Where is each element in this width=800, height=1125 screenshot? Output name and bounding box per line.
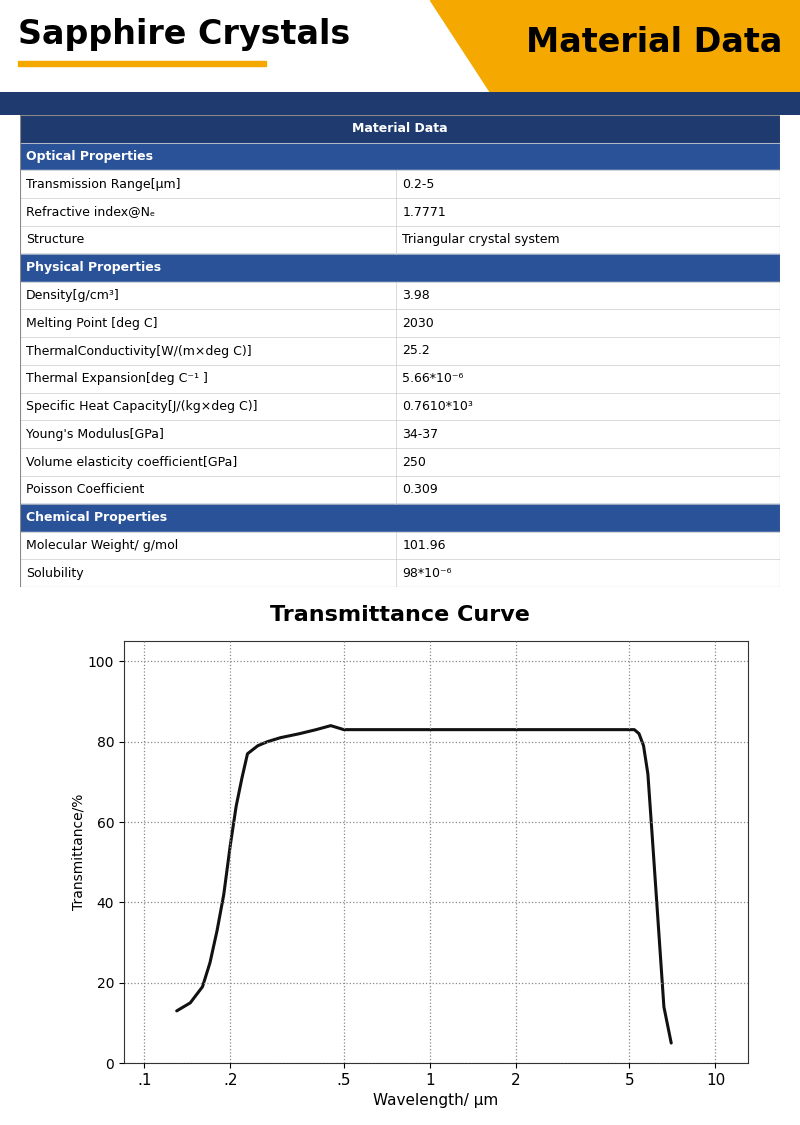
Text: Chemical Properties: Chemical Properties (26, 511, 167, 524)
Bar (20, 448, 780, 476)
Bar (20, 281, 780, 309)
Text: Density[g/cm³]: Density[g/cm³] (26, 289, 120, 302)
Bar (20, 309, 780, 337)
Y-axis label: Transmittance/%: Transmittance/% (71, 794, 85, 910)
Text: Specific Heat Capacity[J/(kg×deg C)]: Specific Heat Capacity[J/(kg×deg C)] (26, 400, 258, 413)
X-axis label: Wavelength/ μm: Wavelength/ μm (374, 1094, 498, 1108)
Text: 0.2-5: 0.2-5 (402, 178, 434, 191)
Bar (20, 115, 780, 143)
Text: Optical Properties: Optical Properties (26, 150, 153, 163)
Text: Triangular crystal system: Triangular crystal system (402, 233, 560, 246)
Bar (20, 559, 780, 587)
Text: Poisson Coefficient: Poisson Coefficient (26, 484, 144, 496)
Bar (20, 198, 780, 226)
Text: 2030: 2030 (402, 317, 434, 330)
Text: Solubility: Solubility (26, 567, 84, 579)
Text: Melting Point [deg C]: Melting Point [deg C] (26, 317, 158, 330)
Bar (20, 143, 780, 170)
Text: 250: 250 (402, 456, 426, 469)
Text: 98*10⁻⁶: 98*10⁻⁶ (402, 567, 452, 579)
Text: 34-37: 34-37 (402, 428, 438, 441)
Text: 5.66*10⁻⁶: 5.66*10⁻⁶ (402, 372, 464, 385)
Text: Structure: Structure (26, 233, 84, 246)
Bar (20, 338, 780, 364)
Bar (20, 532, 780, 559)
Text: Material Data: Material Data (352, 123, 448, 135)
Text: 25.2: 25.2 (402, 344, 430, 358)
Text: Young's Modulus[GPa]: Young's Modulus[GPa] (26, 428, 164, 441)
Text: Refractive index@Nₑ: Refractive index@Nₑ (26, 206, 155, 218)
Bar (20, 226, 780, 254)
Bar (20, 421, 780, 448)
Bar (20, 476, 780, 504)
Text: Transmittance Curve: Transmittance Curve (270, 605, 530, 626)
Bar (20, 393, 780, 421)
Polygon shape (430, 0, 800, 92)
Text: Molecular Weight/ g/mol: Molecular Weight/ g/mol (26, 539, 178, 552)
Bar (18, 61, 266, 66)
Text: 0.309: 0.309 (402, 484, 438, 496)
Text: Sapphire Crystals: Sapphire Crystals (18, 18, 350, 51)
Text: 0.7610*10³: 0.7610*10³ (402, 400, 473, 413)
Text: Volume elasticity coefficient[GPa]: Volume elasticity coefficient[GPa] (26, 456, 238, 469)
Text: Material Data: Material Data (526, 26, 782, 58)
Bar (20, 170, 780, 198)
Bar (20, 504, 780, 532)
Bar (20, 364, 780, 393)
Text: Thermal Expansion[deg C⁻¹ ]: Thermal Expansion[deg C⁻¹ ] (26, 372, 208, 385)
Text: 3.98: 3.98 (402, 289, 430, 302)
Text: 101.96: 101.96 (402, 539, 446, 552)
Bar (20, 254, 780, 281)
Text: Transmission Range[μm]: Transmission Range[μm] (26, 178, 181, 191)
Text: ThermalConductivity[W/(m×deg C)]: ThermalConductivity[W/(m×deg C)] (26, 344, 252, 358)
Text: Physical Properties: Physical Properties (26, 261, 162, 274)
Text: 1.7771: 1.7771 (402, 206, 446, 218)
